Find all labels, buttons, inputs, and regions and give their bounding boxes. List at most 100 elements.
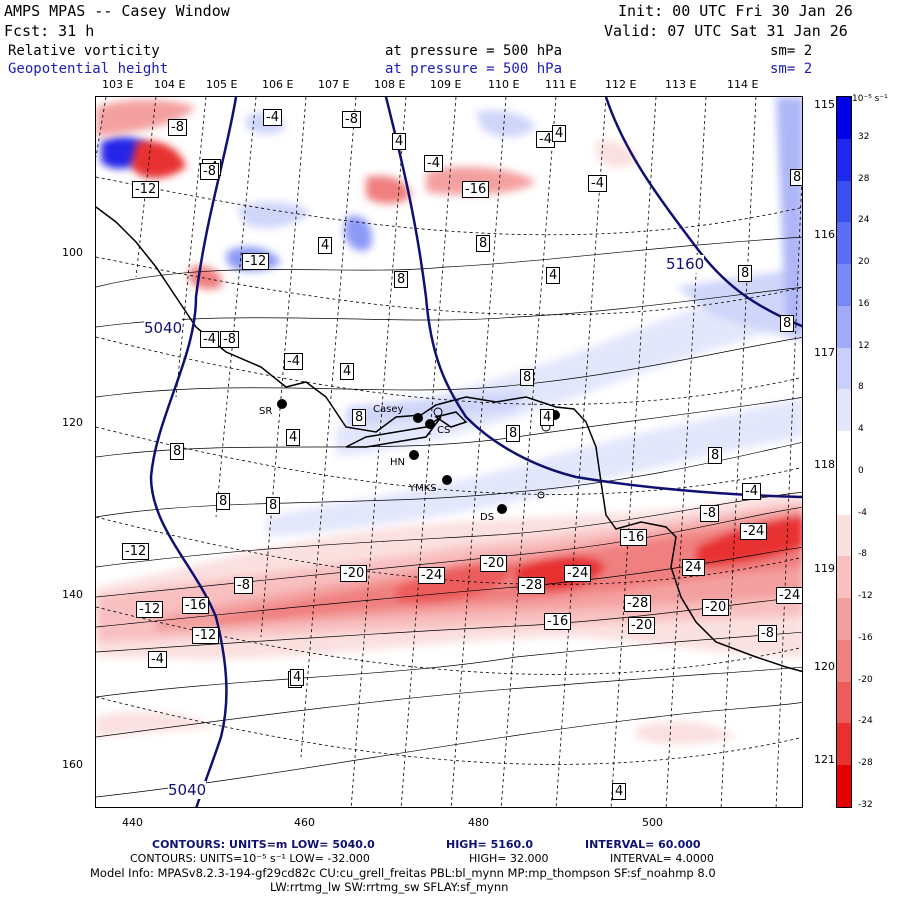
color-bar-label: 8 xyxy=(858,382,864,393)
station-marker-cs[interactable] xyxy=(425,419,435,429)
color-bar-cell xyxy=(837,389,851,432)
station-marker-ymks[interactable] xyxy=(442,475,452,485)
vorticity-contour-label: -16 xyxy=(182,597,210,614)
vorticity-contour-label: 4 xyxy=(552,125,567,142)
color-bar-label: -8 xyxy=(858,549,867,560)
vorticity-contour-label: -8 xyxy=(220,331,239,348)
vorticity-contour-label: 8 xyxy=(790,169,802,186)
field1-name: Relative vorticity xyxy=(8,43,160,59)
vorticity-contour-label: -20 xyxy=(702,599,730,616)
map-panel[interactable]: SR Casey CS HN YMKS DS 5040 5160 5040 -8… xyxy=(95,96,803,808)
color-bar-label: 0 xyxy=(858,465,864,476)
field1-smoothing: sm= 2 xyxy=(770,43,813,59)
color-bar-cell xyxy=(837,598,851,641)
color-bar-label: -32 xyxy=(858,800,873,810)
top-lon-label: 105 E xyxy=(206,78,238,91)
vorticity-contour-label: -8 xyxy=(168,119,187,136)
top-lon-label: 113 E xyxy=(665,78,697,91)
left-axis-tick-label: 120 xyxy=(62,416,83,429)
station-marker-sr[interactable] xyxy=(277,399,287,409)
left-axis-tick-label: 140 xyxy=(62,588,83,601)
color-bar-label: -16 xyxy=(858,632,873,643)
vorticity-color-bar xyxy=(836,96,852,808)
vorticity-contour-label: -8 xyxy=(200,163,219,180)
vorticity-contour-label: -24 xyxy=(564,565,592,582)
color-bar-label: 12 xyxy=(858,340,870,351)
vorticity-contour-label: -4 xyxy=(148,651,167,668)
vorticity-contour-label: -12 xyxy=(122,543,150,560)
valid-time: Valid: 07 UTC Sat 31 Jan 26 xyxy=(604,22,848,40)
color-bar-cell xyxy=(837,305,851,349)
vorticity-contour-label: 8 xyxy=(520,369,535,386)
top-lon-label: 104 E xyxy=(154,78,186,91)
station-marker-casey[interactable] xyxy=(413,413,423,423)
vorticity-contour-label: 8 xyxy=(394,271,409,288)
vorticity-contour-label: -4 xyxy=(588,175,607,192)
vorticity-contour-label: -4 xyxy=(284,353,303,370)
vorticity-contour-label: -28 xyxy=(624,595,652,612)
vorticity-contour-label: 4 xyxy=(612,783,627,800)
init-time: Init: 00 UTC Fri 30 Jan 26 xyxy=(618,2,853,20)
top-lon-label: 114 E xyxy=(727,78,759,91)
footer-height-interval: INTERVAL= 60.000 xyxy=(585,838,701,851)
vorticity-contours xyxy=(96,236,802,798)
color-bar-cell xyxy=(837,765,851,808)
plot-title: AMPS MPAS -- Casey Window xyxy=(4,2,230,20)
vorticity-contour-label: -8 xyxy=(758,625,777,642)
footer-height-contours: CONTOURS: UNITS=m LOW= 5040.0 xyxy=(152,838,375,851)
color-bar-cell xyxy=(837,472,851,516)
vorticity-contour-label: 4 xyxy=(286,429,301,446)
vorticity-contour-label: 8 xyxy=(780,315,795,332)
vorticity-contour-label: -24 xyxy=(740,523,768,540)
vorticity-contour-label: 8 xyxy=(476,235,491,252)
vorticity-contour-label: 4 xyxy=(392,133,407,150)
field2-level: at pressure = 500 hPa xyxy=(385,61,563,77)
color-bar-label: 16 xyxy=(858,298,870,309)
top-lon-label: 103 E xyxy=(102,78,134,91)
color-bar-label: -20 xyxy=(858,674,873,685)
vorticity-contour-label: 8 xyxy=(216,493,231,510)
field2-smoothing: sm= 2 xyxy=(770,61,813,77)
vorticity-contour-label: -8 xyxy=(342,111,361,128)
vorticity-contour-label: -4 xyxy=(742,483,761,500)
top-lon-label: 108 E xyxy=(374,78,406,91)
vorticity-contour-label: -8 xyxy=(234,577,253,594)
top-lon-label: 111 E xyxy=(545,78,577,91)
color-bar-cell xyxy=(837,556,851,599)
map-svg xyxy=(96,97,802,807)
color-bar-cell xyxy=(837,180,851,223)
color-bar-label: -24 xyxy=(858,716,873,727)
station-marker-east[interactable] xyxy=(550,410,560,420)
vorticity-contour-label: 4 xyxy=(546,267,561,284)
color-bar-cell xyxy=(837,264,851,307)
vorticity-contour-label: -24 xyxy=(418,567,446,584)
station-marker-ds[interactable] xyxy=(497,504,507,514)
bottom-axis-tick-label: 500 xyxy=(642,816,663,829)
vorticity-contour-label: -12 xyxy=(242,253,270,270)
color-bar-cell xyxy=(837,431,851,474)
color-bar-label: -4 xyxy=(858,507,867,518)
vorticity-contour-label: -4 xyxy=(263,109,282,126)
bottom-axis-tick-label: 480 xyxy=(468,816,489,829)
height-label-5040-south: 5040 xyxy=(168,781,207,799)
vorticity-contour-label: -8 xyxy=(700,505,719,522)
vorticity-contour-label: 8 xyxy=(708,447,723,464)
top-lon-label: 112 E xyxy=(605,78,637,91)
station-label-ds: DS xyxy=(480,512,495,523)
station-marker-hn[interactable] xyxy=(409,450,419,460)
height-label-5160: 5160 xyxy=(666,255,705,273)
color-bar-cell xyxy=(837,514,851,557)
vorticity-contour-label: -20 xyxy=(340,565,368,582)
vorticity-contour-label: -28 xyxy=(518,577,546,594)
station-label-hn: HN xyxy=(390,457,405,468)
footer-model-info: Model Info: MPASv8.2.3-194-gf29cd82c CU:… xyxy=(90,866,716,880)
station-label-casey: Casey xyxy=(373,404,404,415)
vorticity-contour-label: -24 xyxy=(776,587,802,604)
top-lon-label: 110 E xyxy=(488,78,520,91)
color-bar-label: 24 xyxy=(858,215,870,226)
vorticity-contour-label: 8 xyxy=(352,409,367,426)
field2-name: Geopotential height xyxy=(8,61,169,77)
top-lon-label: 107 E xyxy=(318,78,350,91)
color-bar-cell xyxy=(837,681,851,724)
vorticity-contour-label: 4 xyxy=(340,363,355,380)
